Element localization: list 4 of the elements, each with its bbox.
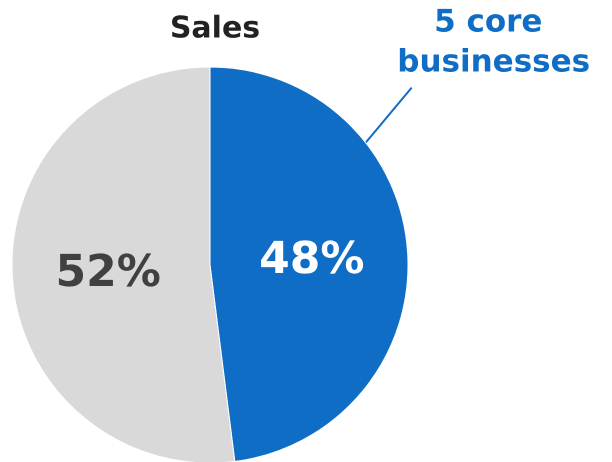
data-label: 52%: [56, 246, 161, 297]
data-label: 48%: [259, 233, 364, 284]
slice-label: 5 core businesses: [397, 4, 590, 80]
chart-title: Sales: [170, 10, 260, 46]
